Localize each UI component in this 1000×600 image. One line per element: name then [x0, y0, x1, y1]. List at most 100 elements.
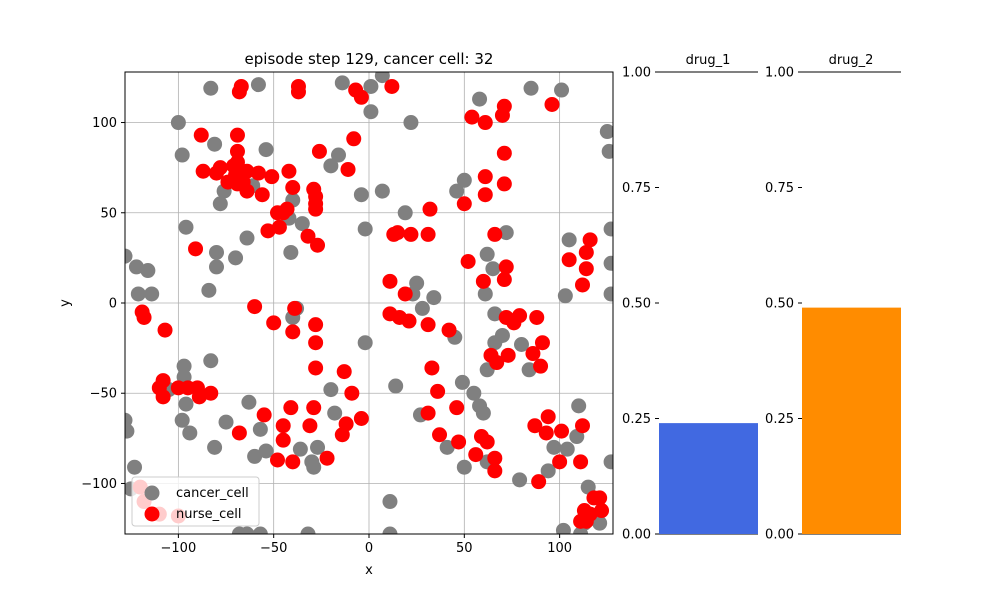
cancer-cell-point — [498, 225, 514, 241]
cancer-cell-point — [239, 526, 255, 534]
nurse-cell-point — [260, 223, 276, 239]
nurse-cell-point — [592, 490, 608, 506]
scatter-title: episode step 129, cancer cell: 32 — [245, 50, 494, 68]
cancer-cell-point — [203, 80, 219, 96]
bar-y-tick-label: 0.75 — [622, 181, 651, 196]
drug-1-title: drug_1 — [686, 53, 731, 68]
nurse-cell-point — [155, 389, 171, 405]
cancer-cell-point — [487, 306, 503, 322]
cancer-cell-point — [178, 219, 194, 235]
cancer-cell-point — [178, 396, 194, 412]
cancer-cell-point — [397, 205, 413, 221]
nurse-cell-point — [479, 434, 495, 450]
nurse-cell-point — [188, 241, 204, 257]
nurse-cell-point — [319, 450, 335, 466]
bar-y-tick-label: 0.50 — [622, 297, 651, 312]
nurse-cell-point — [451, 434, 467, 450]
nurse-cell-point — [582, 232, 598, 248]
nurse-cell-point — [533, 358, 549, 374]
cancer-cell-point — [310, 439, 326, 455]
nurse-cell-point — [420, 317, 436, 333]
x-tick-label: 0 — [365, 541, 373, 556]
nurse-cell-point — [527, 418, 543, 434]
nurse-cell-point — [271, 219, 287, 235]
nurse-cell-point — [531, 474, 547, 490]
nurse-cell-point — [285, 324, 301, 340]
nurse-cell-point — [353, 89, 369, 105]
y-tick-label: −50 — [90, 387, 117, 402]
x-tick-label: −50 — [260, 541, 287, 556]
cancer-cell-point — [252, 526, 268, 534]
nurse-cell-point — [231, 425, 247, 441]
bar-y-tick-label: 0.75 — [765, 181, 794, 196]
cancer-cell-point — [363, 104, 379, 120]
nurse-cell-point — [203, 385, 219, 401]
cancer-cell-point — [239, 230, 255, 246]
nurse-cell-point — [382, 273, 398, 289]
bar-y-tick-label: 0.00 — [765, 528, 794, 543]
cancer-cell-point — [258, 443, 274, 459]
cancer-cell-point — [477, 286, 493, 302]
bar-y-tick-label: 0.25 — [622, 412, 651, 427]
nurse-cell-point — [496, 272, 512, 288]
nurse-cell-point — [308, 317, 324, 333]
cancer-cell-point — [599, 124, 613, 140]
cancer-cell-point — [294, 216, 310, 232]
nurse-cell-point — [212, 160, 228, 176]
nurse-cell-point — [279, 201, 295, 217]
nurse-cell-point — [384, 78, 400, 94]
cancer-cell-point — [323, 158, 339, 174]
cancer-cell-point — [403, 115, 419, 131]
nurse-cell-point — [578, 244, 594, 260]
cancer-cell-point — [521, 362, 537, 378]
nurse-cell-point — [582, 506, 598, 522]
cancer-cell-point — [125, 248, 133, 264]
nurse-cell-point — [346, 131, 362, 147]
cancer-cell-point — [357, 335, 373, 351]
nurse-cell-point — [283, 400, 299, 416]
nurse-cell-point — [401, 313, 417, 329]
nurse-cell-point — [287, 300, 303, 316]
cancer-cell-point — [456, 459, 472, 475]
nurse-cell-point — [310, 237, 326, 253]
cancer-cell-point — [327, 405, 343, 421]
nurse-cell-point — [468, 447, 484, 463]
nurse-cell-point — [275, 432, 291, 448]
nurse-cell-point — [477, 169, 493, 185]
legend-marker-nurse-cell — [144, 506, 160, 522]
cancer-cell-point — [523, 80, 539, 96]
cancer-cell-point — [127, 459, 143, 475]
cancer-cell-point — [258, 142, 274, 158]
cancer-cell-point — [182, 425, 198, 441]
cancer-cell-point — [323, 382, 339, 398]
nurse-cell-point — [544, 96, 560, 112]
nurse-cell-point — [554, 423, 570, 439]
nurse-cell-point — [344, 385, 360, 401]
drug-1-panel: drug_1 0.00 0.25 0.50 0.75 1.00 — [622, 53, 758, 543]
nurse-cell-point — [487, 450, 503, 466]
nurse-cell-point — [432, 427, 448, 443]
nurse-cell-point — [239, 163, 255, 179]
cancer-cell-point — [170, 115, 186, 131]
cancer-cell-point — [130, 286, 146, 302]
nurse-cell-point — [575, 277, 590, 293]
nurse-cell-point — [193, 127, 209, 143]
nurse-cell-point — [456, 196, 472, 212]
nurse-cell-point — [573, 454, 589, 470]
x-tick-label: 50 — [456, 541, 473, 556]
nurse-cell-point — [500, 347, 516, 363]
x-axis-label: x — [365, 563, 373, 578]
cancer-cell-point — [201, 282, 217, 298]
nurse-cell-point — [594, 503, 610, 519]
cancer-cell-point — [592, 515, 608, 531]
cancer-cell-point — [414, 300, 430, 316]
nurse-cell-point — [424, 360, 440, 376]
cancer-cell-point — [228, 250, 244, 266]
cancer-cell-point — [475, 405, 491, 421]
nurse-cell-point — [250, 165, 266, 181]
nurse-cell-point — [525, 346, 541, 362]
nurse-cell-point — [420, 405, 436, 421]
cancer-cell-point — [426, 290, 442, 306]
legend-label-cancer-cell: cancer_cell — [176, 486, 249, 501]
cancer-cell-point — [374, 183, 390, 199]
